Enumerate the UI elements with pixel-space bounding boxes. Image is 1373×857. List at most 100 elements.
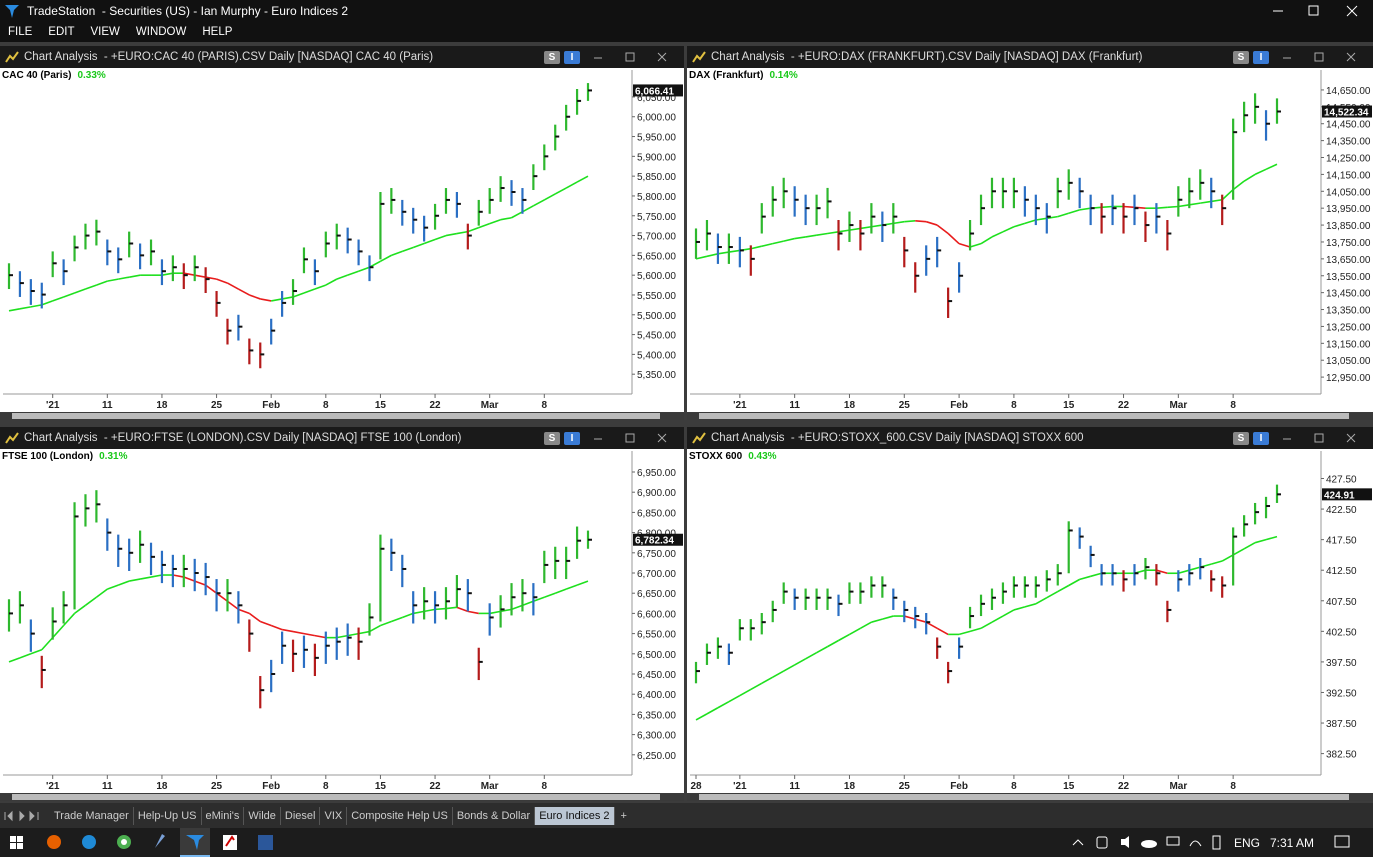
menu-item[interactable]: VIEW: [90, 26, 120, 38]
moving-average: [107, 584, 119, 590]
scroll-thumb[interactable]: [12, 413, 660, 419]
scroll-thumb[interactable]: [12, 794, 660, 800]
moving-average: [958, 242, 971, 248]
moving-average: [761, 676, 774, 685]
moving-average: [500, 608, 512, 613]
scroll-thumb[interactable]: [699, 413, 1349, 419]
panel-button[interactable]: S: [1233, 431, 1249, 445]
moving-average: [248, 612, 261, 623]
x-tick-label: 8: [542, 781, 548, 792]
notifications[interactable]: [1333, 828, 1353, 857]
panel-controls[interactable]: [584, 427, 684, 449]
panel-button[interactable]: I: [564, 50, 580, 64]
close[interactable]: [657, 433, 667, 443]
moving-average: [706, 707, 719, 715]
moving-average: [303, 632, 316, 637]
tab[interactable]: Wilde: [244, 806, 281, 825]
y-tick-label: 14,350.00: [1326, 137, 1371, 148]
panel-button[interactable]: S: [544, 431, 560, 445]
x-tick-label: 22: [429, 781, 441, 792]
maximize[interactable]: [625, 433, 635, 443]
x-tick-label: 25: [211, 400, 223, 411]
moving-average: [1046, 215, 1058, 220]
moving-average: [434, 234, 447, 241]
close[interactable]: [1346, 52, 1356, 62]
add-tab[interactable]: +: [620, 809, 627, 822]
moving-average: [402, 246, 414, 253]
last-price-label: 6,782.34: [635, 536, 674, 547]
moving-average: [717, 700, 730, 709]
last-price-box: [1322, 105, 1372, 118]
panel-button[interactable]: I: [1253, 50, 1269, 64]
moving-average: [41, 300, 53, 306]
panel-button[interactable]: S: [544, 50, 560, 64]
moving-average: [281, 296, 294, 300]
moving-average: [63, 612, 76, 627]
tab[interactable]: Trade Manager: [50, 806, 134, 825]
menu-item[interactable]: EDIT: [48, 26, 75, 38]
maximize[interactable]: [1314, 52, 1324, 62]
tab[interactable]: Diesel: [281, 806, 321, 825]
window-controls[interactable]: [1263, 0, 1373, 22]
menu-item[interactable]: WINDOW: [135, 26, 187, 38]
moving-average: [216, 592, 228, 602]
chart: 12,950.00 13,050.00 13,150.00 13,250.00 13,3…: [687, 70, 1373, 420]
y-tick-label: 13,050.00: [1326, 356, 1371, 367]
panel-controls[interactable]: [1273, 427, 1373, 449]
scroll-thumb[interactable]: [699, 794, 1349, 800]
chart-panel: Chart Analysis - +EURO:STOXX_600.CSV Dai…: [687, 427, 1373, 801]
x-tick-label: Feb: [262, 781, 280, 792]
tab[interactable]: eMini's: [202, 806, 245, 825]
tab[interactable]: VIX: [320, 806, 348, 825]
moving-average: [139, 576, 152, 580]
panel-controls[interactable]: [584, 46, 684, 68]
x-tick-label: Mar: [481, 400, 499, 411]
y-tick-label: 6,550.00: [637, 630, 676, 641]
tab[interactable]: Composite Help US: [347, 806, 453, 825]
x-tick-label: 25: [211, 781, 223, 792]
panel-button[interactable]: S: [1233, 50, 1249, 64]
y-tick-label: 12,950.00: [1326, 373, 1371, 384]
panel-button[interactable]: I: [1253, 431, 1269, 445]
moving-average: [991, 231, 1004, 238]
panel-header: Chart Analysis - +EURO:FTSE (LONDON).CSV…: [0, 427, 684, 449]
moving-average: [19, 306, 31, 310]
moving-average: [52, 296, 64, 302]
moving-average: [1232, 548, 1245, 556]
x-tick-label: 15: [375, 781, 387, 792]
moving-average: [183, 272, 195, 276]
moving-average: [227, 282, 239, 290]
moving-average: [325, 278, 338, 286]
maximize[interactable]: [1314, 433, 1324, 443]
moving-average: [292, 630, 305, 635]
chart: 5,350.00 5,400.00 5,450.00 5,500.00 5,550.00…: [0, 70, 684, 420]
panel-caption: Chart Analysis - +EURO:CAC 40 (PARIS).CS…: [24, 51, 434, 63]
y-tick-label: 5,500.00: [637, 311, 676, 322]
menu-item[interactable]: FILE: [8, 26, 33, 38]
moving-average: [1221, 189, 1234, 201]
moving-average: [849, 227, 861, 231]
menu-item[interactable]: HELP: [202, 26, 233, 38]
y-tick-label: 392.50: [1326, 688, 1357, 699]
moving-average: [358, 630, 370, 635]
last-price-label: 424.91: [1324, 490, 1355, 501]
x-tick-label: '21: [733, 400, 747, 411]
moving-average: [838, 633, 850, 642]
change-percent: 0.33%: [77, 70, 105, 81]
moving-average: [260, 298, 272, 302]
maximize[interactable]: [625, 52, 635, 62]
tab[interactable]: Help-Up US: [134, 806, 202, 825]
moving-average: [871, 224, 883, 228]
panel-controls[interactable]: [1273, 46, 1373, 68]
taskbar-icons[interactable]: [0, 828, 300, 857]
tab[interactable]: Bonds & Dollar: [453, 806, 536, 825]
close[interactable]: [657, 52, 667, 62]
panel-button[interactable]: I: [564, 431, 580, 445]
tab-nav[interactable]: [0, 809, 50, 823]
tab[interactable]: Euro Indices 2: [535, 806, 615, 825]
x-tick-label: 11: [789, 400, 800, 411]
moving-average: [1156, 569, 1168, 575]
y-tick-label: 13,450.00: [1326, 289, 1371, 300]
close[interactable]: [1346, 433, 1356, 443]
tray-icons[interactable]: [1065, 828, 1245, 857]
